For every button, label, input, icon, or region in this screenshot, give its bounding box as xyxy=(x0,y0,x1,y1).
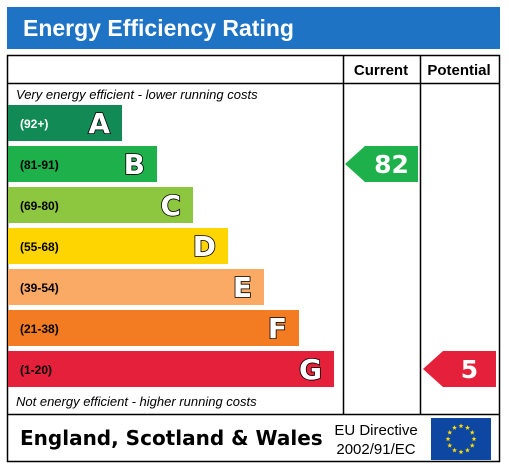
current-rating-arrow xyxy=(345,146,418,182)
band-letter-f: F xyxy=(268,312,287,345)
band-range-a: (92+) xyxy=(20,117,48,131)
eu-star xyxy=(465,447,470,453)
band-range-c: (69-80) xyxy=(20,199,59,213)
chart-frame xyxy=(6,54,501,463)
top-note: Very energy efficient - lower running co… xyxy=(16,87,258,102)
band-range-f: (21-38) xyxy=(20,322,59,336)
header-bar: Energy Efficiency Rating xyxy=(7,7,500,49)
footer-region: England, Scotland & Wales xyxy=(20,426,323,450)
band-g xyxy=(8,351,334,387)
band-letter-e: E xyxy=(233,271,252,304)
rating-markers: 82 5 xyxy=(345,146,496,387)
band-e xyxy=(8,269,264,305)
band-f xyxy=(8,310,299,346)
eu-directive-line2: 2002/91/EC xyxy=(336,441,415,458)
page-title: Energy Efficiency Rating xyxy=(23,15,294,41)
eu-star xyxy=(458,449,464,455)
band-letter-g: G xyxy=(299,353,322,386)
band-a xyxy=(8,105,122,141)
band-range-e: (39-54) xyxy=(20,281,59,295)
band-c xyxy=(8,187,193,223)
bottom-note: Not energy efficient - higher running co… xyxy=(16,394,257,409)
potential-rating-arrow xyxy=(423,351,496,387)
potential-rating-value: 5 xyxy=(461,355,478,384)
band-letter-c: C xyxy=(160,189,181,222)
band-range-b: (81-91) xyxy=(20,158,59,172)
eu-star xyxy=(447,442,453,448)
current-rating-value: 82 xyxy=(374,150,409,179)
eu-star xyxy=(452,447,457,453)
eu-star xyxy=(471,436,477,442)
band-range-d: (55-68) xyxy=(20,240,59,254)
band-range-g: (1-20) xyxy=(20,363,52,377)
band-letter-d: D xyxy=(193,230,216,263)
eu-star xyxy=(469,429,475,435)
eu-star xyxy=(465,425,470,430)
rating-bands: (92+) A (81-91) B (69-80) C (55-68) D (39-54) E (2… xyxy=(8,105,334,387)
eu-flag-icon xyxy=(431,418,491,460)
current-column-header: Current xyxy=(354,62,408,79)
band-d xyxy=(8,228,228,264)
eu-star xyxy=(445,436,451,442)
potential-column-header: Potential xyxy=(427,62,490,79)
band-letter-a: A xyxy=(88,107,110,140)
eu-star xyxy=(447,429,453,435)
band-letter-b: B xyxy=(124,148,145,181)
eu-star xyxy=(452,425,457,430)
eu-directive-line1: EU Directive xyxy=(334,422,417,439)
eu-star xyxy=(458,423,464,429)
band-b xyxy=(8,146,157,182)
eu-star xyxy=(469,442,475,448)
